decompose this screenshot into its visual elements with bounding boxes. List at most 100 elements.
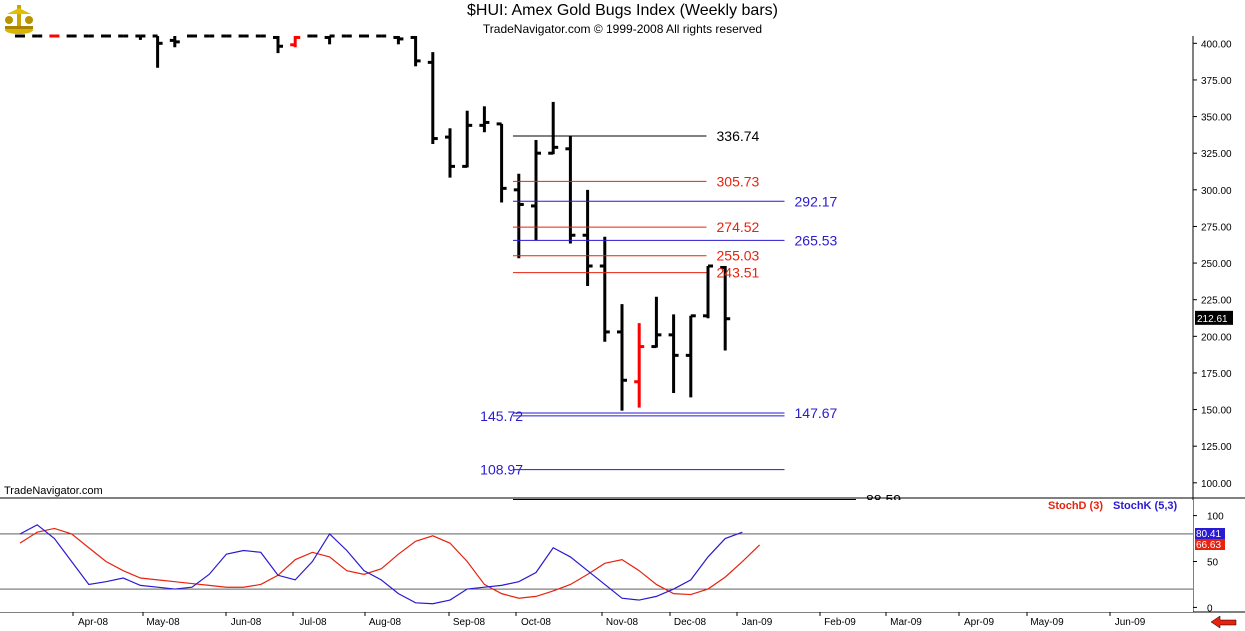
price-bar: [307, 34, 318, 38]
level-label: 255.03: [717, 248, 760, 264]
price-bar: [15, 34, 25, 38]
price-tick-label: 375.00: [1201, 76, 1232, 87]
price-bar: [169, 36, 180, 48]
price-bar: [49, 34, 60, 38]
price-bar: [101, 34, 111, 38]
price-bar: [479, 106, 490, 133]
stoch-d-line: [19, 527, 761, 599]
time-tick-label: Jun-08: [231, 617, 262, 628]
time-tick-label: Jan-09: [742, 617, 773, 628]
stoch-d-value: 66.63: [1196, 540, 1221, 551]
price-bar: [703, 264, 713, 319]
price-bar: [410, 35, 421, 67]
time-tick-label: May-08: [146, 617, 180, 628]
time-tick-label: Feb-09: [824, 617, 856, 628]
time-tick-label: Jun-09: [1115, 617, 1146, 628]
watermark-text: TradeNavigator.com: [4, 485, 103, 497]
price-bar: [582, 189, 593, 287]
price-bar: [152, 34, 163, 68]
price-bar: [290, 35, 301, 48]
price-tick-label: 200.00: [1201, 332, 1232, 343]
price-bar: [634, 323, 645, 408]
time-tick-label: Aug-08: [369, 617, 402, 628]
price-bar: [617, 304, 627, 411]
level-label: 274.52: [717, 219, 760, 235]
level-label: 265.53: [795, 232, 838, 248]
price-bar: [393, 35, 404, 45]
price-tick-label: 100.00: [1201, 479, 1232, 490]
price-bar: [651, 296, 662, 349]
level-label: 108.97: [480, 462, 523, 478]
price-tick-label: 275.00: [1201, 222, 1232, 233]
price-bar: [255, 34, 266, 38]
price-bar: [118, 34, 129, 38]
price-bar: [324, 34, 335, 45]
time-tick-label: May-09: [1030, 617, 1064, 628]
price-bar: [496, 122, 507, 203]
price-bar: [341, 34, 352, 38]
level-label: 145.72: [480, 408, 523, 424]
level-label: 147.67: [795, 405, 838, 421]
time-tick-label: Apr-08: [78, 617, 108, 628]
time-tick-label: Dec-08: [674, 617, 707, 628]
time-tick-label: Nov-08: [606, 617, 639, 628]
price-bar: [513, 173, 524, 259]
price-bar: [135, 34, 146, 40]
stoch-tick-label: 0: [1207, 603, 1213, 614]
trade-navigator-logo-icon: [5, 5, 33, 34]
time-tick-label: Sep-08: [453, 617, 486, 628]
chart-title: $HUI: Amex Gold Bugs Index (Weekly bars): [467, 2, 778, 19]
price-tick-label: 350.00: [1201, 113, 1232, 124]
stoch-k-legend: StochK (5,3): [1113, 500, 1178, 512]
last-price-label: 212.61: [1197, 314, 1228, 325]
stoch-k-line: [19, 524, 743, 605]
price-bar: [548, 101, 559, 155]
price-bar: [531, 140, 541, 241]
price-tick-label: 175.00: [1201, 369, 1232, 380]
price-bar: [462, 110, 473, 168]
level-label: 305.73: [717, 173, 760, 189]
price-tick-label: 250.00: [1201, 259, 1232, 270]
price-bar: [66, 34, 77, 38]
price-bar: [599, 236, 610, 342]
price-bar: [720, 265, 731, 351]
level-label: 292.17: [795, 193, 838, 209]
time-tick-label: Oct-08: [521, 617, 551, 628]
price-bar: [238, 34, 249, 38]
time-tick-label: Jul-08: [299, 617, 327, 628]
price-tick-label: 150.00: [1201, 406, 1232, 417]
stoch-tick-label: 100: [1207, 512, 1224, 523]
stoch-d-legend: StochD (3): [1048, 500, 1103, 512]
price-tick-label: 325.00: [1201, 149, 1232, 160]
price-bar: [427, 52, 438, 144]
price-bar: [376, 34, 387, 38]
price-bar: [32, 34, 43, 38]
level-label: 336.74: [717, 128, 760, 144]
stoch-k-value-box: [1195, 528, 1225, 539]
level-label: 243.51: [717, 265, 760, 281]
price-bar: [204, 34, 215, 38]
price-bar: [445, 128, 455, 178]
price-tick-label: 125.00: [1201, 442, 1232, 453]
price-bar: [359, 34, 369, 38]
price-bar: [273, 35, 283, 54]
time-tick-label: Mar-09: [890, 617, 922, 628]
stoch-d-value-box: [1195, 539, 1225, 550]
price-bar: [565, 135, 576, 244]
price-bar: [221, 34, 232, 38]
stoch-pane-bg: [0, 500, 1193, 612]
stoch-tick-label: 50: [1207, 558, 1219, 569]
stoch-k-value: 80.41: [1196, 529, 1221, 540]
price-tick-label: 300.00: [1201, 186, 1232, 197]
chart-subtitle: TradeNavigator.com © 1999-2008 All right…: [482, 22, 763, 36]
scroll-left-arrow-icon[interactable]: [1210, 615, 1237, 629]
price-bar: [187, 34, 197, 38]
time-tick-label: Apr-09: [964, 617, 994, 628]
price-tick-label: 225.00: [1201, 296, 1232, 307]
price-bar: [685, 314, 696, 398]
price-tick-label: 400.00: [1201, 39, 1232, 50]
price-bar: [668, 314, 679, 393]
last-price-box: [1195, 310, 1233, 325]
price-bar: [83, 34, 94, 38]
